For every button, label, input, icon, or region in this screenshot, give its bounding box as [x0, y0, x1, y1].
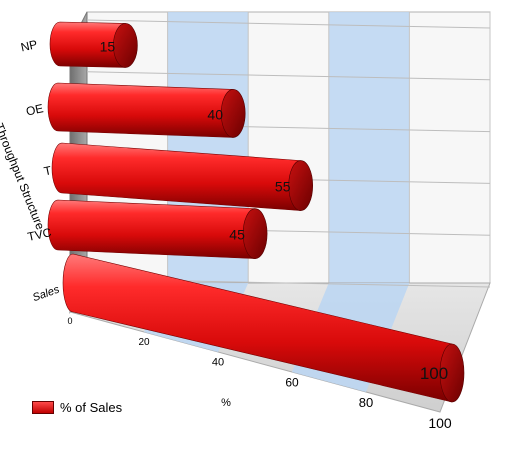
x-tick-label-2: 40 [212, 357, 224, 369]
gridline-h-0 [86, 19, 491, 29]
bar-4 [62, 253, 465, 403]
bar-body-1 [47, 82, 234, 138]
bar-body-4 [62, 253, 453, 403]
x-tick-label-3: 60 [285, 375, 299, 389]
bar-value-label-4: 100 [420, 364, 448, 383]
bar-3 [47, 199, 268, 259]
bar-body-3 [47, 199, 256, 259]
bar-value-label-0: 15 [100, 38, 116, 54]
x-tick-label-5: 100 [428, 415, 452, 431]
grid-band-1 [328, 12, 410, 283]
legend: % of Sales [32, 400, 122, 415]
x-tick-label-4: 80 [359, 395, 373, 410]
bar-value-label-2: 55 [275, 179, 291, 195]
y-tick-label-2: T [43, 163, 54, 178]
y-axis-label: Throughput Structure [0, 121, 48, 232]
x-tick-label-1: 20 [138, 337, 150, 348]
bar-cap-0 [113, 23, 138, 68]
bar-cap-1 [220, 89, 246, 138]
bar-cap-2 [288, 160, 314, 211]
gridline-h-1 [86, 71, 491, 81]
bar-cap-4 [439, 343, 465, 403]
bar-value-label-3: 45 [229, 227, 245, 243]
bar-2 [51, 142, 314, 211]
y-tick-label-1: OE [25, 101, 45, 118]
bar-cap-3 [242, 208, 268, 259]
bar-value-label-1: 40 [207, 106, 223, 122]
x-tick-label-0: 0 [67, 316, 72, 326]
y-tick-label-0: NP [19, 37, 38, 54]
x-axis-label: % [221, 397, 231, 409]
bar-body-2 [51, 142, 301, 211]
bar-0 [49, 21, 138, 68]
bar-body-0 [49, 21, 126, 68]
bar-1 [47, 82, 246, 138]
legend-swatch [32, 401, 54, 414]
y-tick-label-4: Sales [31, 283, 61, 304]
y-tick-label-3: TVC [26, 225, 53, 244]
legend-label: % of Sales [60, 400, 123, 415]
